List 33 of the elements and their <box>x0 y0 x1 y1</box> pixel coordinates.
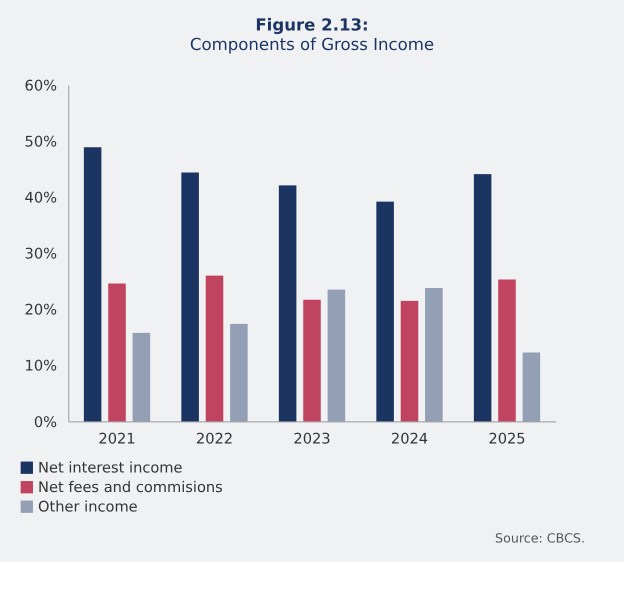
y-tick-label: 40% <box>24 190 58 207</box>
bar <box>474 174 492 422</box>
y-tick-label: 50% <box>24 133 58 150</box>
bar <box>328 290 346 422</box>
bar <box>425 288 443 422</box>
x-tick-label: 2024 <box>390 430 428 448</box>
bar <box>206 276 224 422</box>
bar <box>400 300 418 422</box>
bar <box>108 283 126 422</box>
bar <box>498 280 516 422</box>
y-tick-label: 10% <box>24 358 58 375</box>
x-tick-label: 2022 <box>196 430 234 448</box>
bar <box>522 352 540 422</box>
bar <box>84 147 102 422</box>
chart-title: Figure 2.13: <box>255 15 369 34</box>
y-tick-label: 30% <box>24 246 58 263</box>
x-tick-label: 2021 <box>98 430 136 448</box>
x-tick-label: 2025 <box>488 430 526 448</box>
bar <box>132 332 150 422</box>
legend-label: Other income <box>38 498 138 516</box>
bar <box>376 202 394 422</box>
bar <box>278 185 296 422</box>
y-tick-label: 0% <box>34 414 58 431</box>
chart-subtitle: Components of Gross Income <box>190 34 434 54</box>
bar <box>230 324 248 422</box>
y-tick-label: 20% <box>24 302 58 319</box>
legend-label: Net fees and commisions <box>38 479 223 496</box>
bar <box>303 300 321 422</box>
bar <box>181 172 199 422</box>
legend-label: Net interest income <box>38 460 183 477</box>
source-note: Source: CBCS. <box>495 530 585 546</box>
y-tick-label: 60% <box>24 77 58 94</box>
x-tick-label: 2023 <box>293 430 331 448</box>
